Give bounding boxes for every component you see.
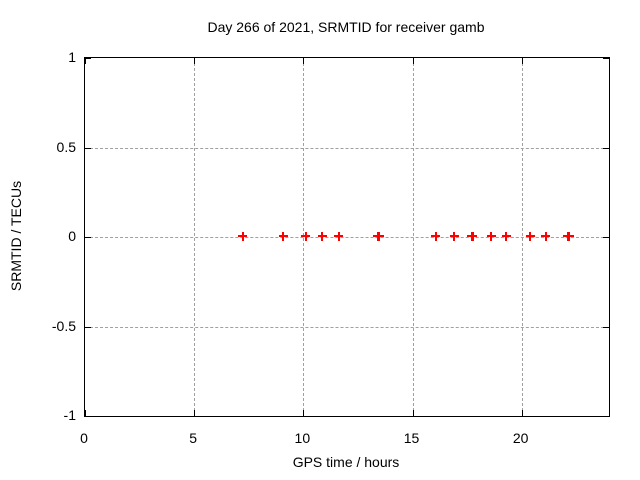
data-point-marker bbox=[238, 231, 248, 241]
y-tick-left bbox=[85, 416, 91, 417]
data-point-marker bbox=[301, 231, 311, 241]
chart-title: Day 266 of 2021, SRMTID for receiver gam… bbox=[207, 19, 485, 35]
x-tick-label: 20 bbox=[512, 430, 529, 446]
data-point-marker bbox=[525, 231, 535, 241]
x-tick-top bbox=[521, 58, 523, 64]
x-tick-bottom bbox=[194, 410, 196, 416]
x-tick-top bbox=[194, 58, 196, 64]
y-tick-right bbox=[603, 237, 609, 238]
y-tick-left bbox=[85, 58, 91, 59]
y-tick-label: 1 bbox=[68, 49, 76, 65]
data-point-marker bbox=[431, 231, 441, 241]
y-tick-right bbox=[603, 416, 609, 417]
y-tick-label: 0 bbox=[68, 228, 76, 244]
y-tick-label: -1 bbox=[63, 407, 76, 423]
x-tick-label: 5 bbox=[189, 430, 198, 446]
x-tick-label: 10 bbox=[294, 430, 311, 446]
x-tick-bottom bbox=[521, 410, 523, 416]
y-axis-label: SRMTID / TECUs bbox=[8, 180, 24, 292]
data-point-marker bbox=[564, 231, 574, 241]
data-point-marker bbox=[374, 231, 384, 241]
data-point-marker bbox=[334, 231, 344, 241]
x-tick-bottom bbox=[303, 410, 305, 416]
data-point-marker bbox=[541, 231, 551, 241]
x-tick-top bbox=[303, 58, 305, 64]
x-tick-label: 0 bbox=[80, 430, 88, 446]
data-point-marker bbox=[317, 231, 327, 241]
y-tick-label: 0.5 bbox=[56, 138, 76, 155]
x-tick-top bbox=[412, 58, 414, 64]
y-gridline bbox=[85, 237, 609, 238]
y-tick-right bbox=[603, 58, 609, 59]
y-gridline bbox=[85, 147, 609, 149]
data-point-marker bbox=[278, 231, 288, 241]
y-tick-label: -0.5 bbox=[51, 317, 76, 334]
y-tick-right bbox=[603, 326, 609, 328]
data-point-marker bbox=[486, 231, 496, 241]
x-tick-label: 15 bbox=[403, 430, 420, 446]
plot-area bbox=[84, 57, 610, 417]
y-tick-left bbox=[85, 326, 91, 328]
y-tick-left bbox=[85, 147, 91, 149]
y-gridline bbox=[85, 326, 609, 328]
data-point-marker bbox=[468, 231, 478, 241]
x-axis-label: GPS time / hours bbox=[292, 454, 400, 470]
y-tick-right bbox=[603, 147, 609, 149]
x-tick-bottom bbox=[85, 410, 86, 416]
data-point-marker bbox=[501, 231, 511, 241]
y-tick-left bbox=[85, 237, 91, 238]
x-tick-bottom bbox=[412, 410, 414, 416]
data-point-marker bbox=[449, 231, 459, 241]
x-tick-top bbox=[85, 58, 86, 64]
